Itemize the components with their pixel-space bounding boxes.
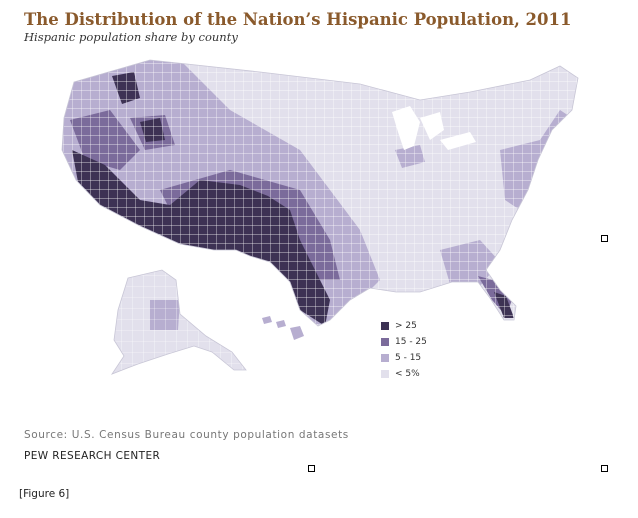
legend-swatch-lt5	[381, 370, 389, 378]
contiguous-us	[61, 59, 579, 327]
source-note: Source: U.S. Census Bureau county popula…	[24, 429, 349, 441]
legend-label-gt25: > 25	[395, 321, 417, 331]
hawaii	[262, 316, 304, 340]
legend-label-5-15: 5 - 15	[395, 353, 422, 363]
hawaii-island-1	[262, 316, 272, 324]
hawaii-island-3	[290, 326, 304, 340]
legend-item-5-15: 5 - 15	[381, 350, 427, 366]
map-legend: > 25 15 - 25 5 - 15 < 5%	[381, 318, 427, 382]
organization-name: PEW RESEARCH CENTER	[24, 450, 161, 462]
map-subtitle: Hispanic population share by county	[24, 30, 238, 44]
legend-swatch-15-25	[381, 338, 389, 346]
legend-label-15-25: 15 - 25	[395, 337, 427, 347]
legend-swatch-gt25	[381, 322, 389, 330]
legend-label-lt5: < 5%	[395, 369, 420, 379]
figure-caption: [Figure 6]	[19, 488, 70, 500]
legend-item-15-25: 15 - 25	[381, 334, 427, 350]
alaska-grid	[112, 270, 246, 374]
map-title: The Distribution of the Nation’s Hispani…	[24, 10, 572, 29]
us-outline	[61, 59, 579, 327]
alaska	[110, 269, 247, 375]
resize-handle-right[interactable]	[601, 235, 608, 242]
legend-swatch-5-15	[381, 354, 389, 362]
resize-handle-bottom[interactable]	[308, 465, 315, 472]
alaska-outline	[110, 269, 247, 375]
resize-handle-bottom-right[interactable]	[601, 465, 608, 472]
legend-item-lt5: < 5%	[381, 366, 427, 382]
hawaii-island-2	[276, 320, 286, 328]
great-lakes	[392, 106, 476, 150]
legend-item-gt25: > 25	[381, 318, 427, 334]
